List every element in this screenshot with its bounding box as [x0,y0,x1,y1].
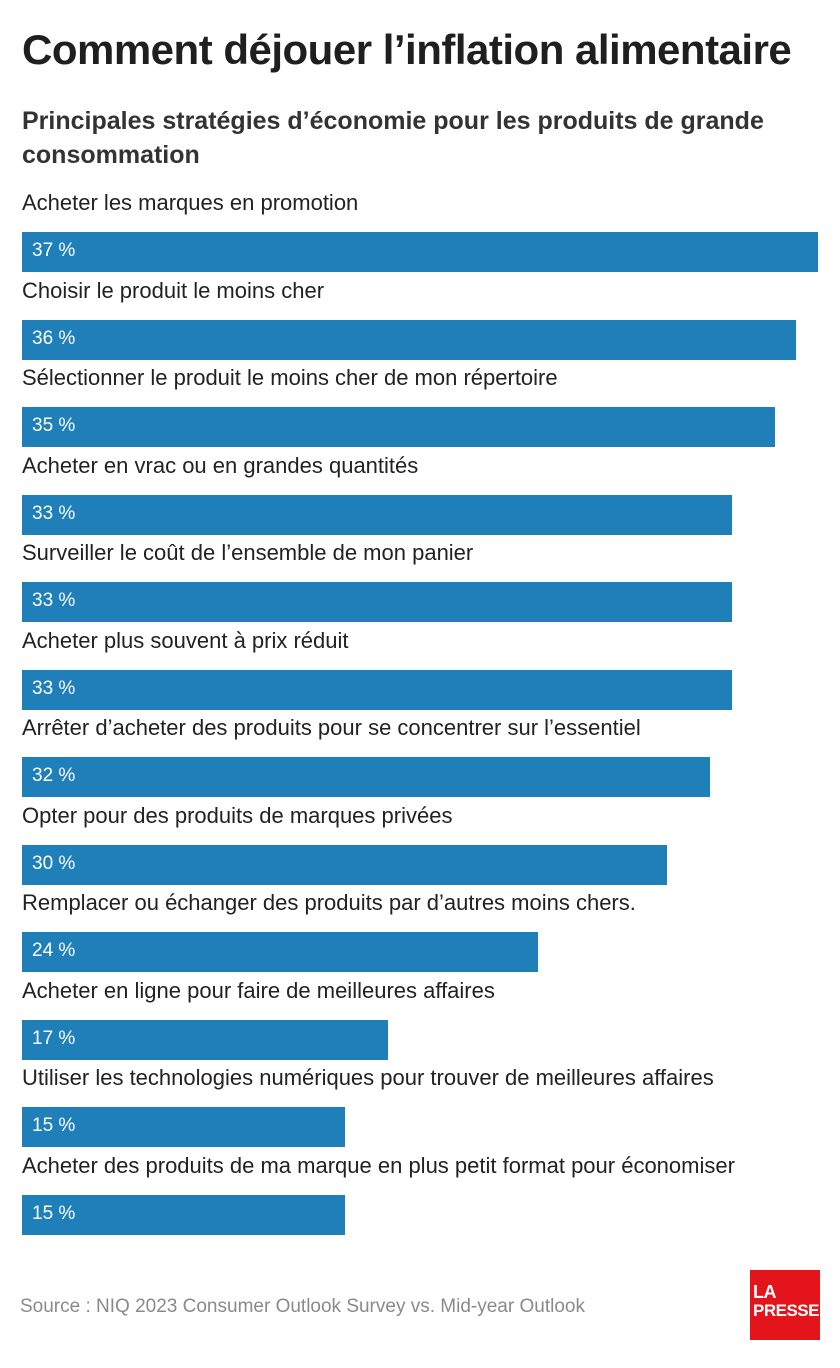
bar-value-label: 15 % [32,1115,76,1136]
category-label: Surveiller le coût de l’ensemble de mon … [22,540,474,565]
bar-value-label: 30 % [32,852,76,874]
bar-value-label: 37 % [32,240,76,261]
bar: 32 % [22,757,710,797]
chart-title: Comment déjouer l’inflation alimentaire [22,26,792,73]
bar-value-label: 36 % [32,327,76,349]
bar: 35 % [22,407,775,447]
la-presse-logo: LA PRESSE [750,1270,820,1340]
bar: 33 % [22,582,732,622]
bar: 33 % [22,494,732,535]
category-label: Sélectionner le produit le moins cher de… [22,365,558,390]
bar: 17 % [22,1019,388,1060]
category-label: Acheter en vrac ou en grandes quantités [22,452,419,478]
category-label: Acheter en ligne pour faire de meilleure… [22,977,495,1003]
bar-value-label: 17 % [32,1027,76,1049]
bar: 15 % [22,1194,345,1235]
logo-text-presse: PRESSE [753,1301,819,1320]
bar: 33 % [22,669,732,710]
bar: 30 % [22,844,667,885]
bar-value-label: 33 % [32,502,76,524]
bar: 15 % [22,1107,345,1147]
bar-value-label: 35 % [32,415,76,436]
category-label: Acheter des produits de ma marque en plu… [22,1152,735,1178]
bar: 24 % [22,932,538,972]
bar-value-label: 15 % [32,1202,76,1224]
category-label: Acheter plus souvent à prix réduit [22,627,349,653]
bar-value-label: 33 % [32,590,76,611]
category-label: Choisir le produit le moins cher [22,277,325,303]
bar: 37 % [22,232,818,272]
bar-value-label: 32 % [32,765,76,786]
category-label: Arrêter d’acheter des produits pour se c… [22,715,641,740]
source-note: Source : NIQ 2023 Consumer Outlook Surve… [20,1296,585,1317]
bar-value-label: 24 % [32,940,76,961]
category-label: Remplacer ou échanger des produits par d… [22,890,636,915]
category-label: Utiliser les technologies numériques pou… [22,1065,714,1090]
bar-value-label: 33 % [32,677,76,699]
chart-subtitle: Principales stratégies d’économie pour l… [22,107,764,169]
bar: 36 % [22,319,796,360]
category-label: Acheter les marques en promotion [22,190,359,215]
category-label: Opter pour des produits de marques privé… [22,802,453,828]
logo-text-la: LA [753,1282,777,1302]
